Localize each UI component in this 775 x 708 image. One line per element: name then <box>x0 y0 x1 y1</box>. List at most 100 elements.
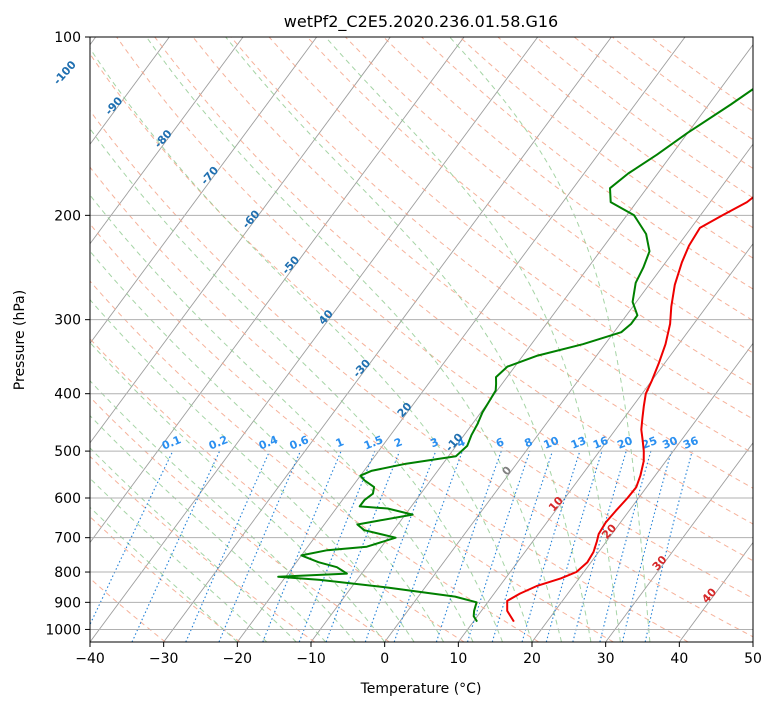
dry-adiabat-line <box>90 516 241 642</box>
x-tick-label: −30 <box>149 651 179 667</box>
mixing-ratio-line <box>621 450 672 642</box>
moist-adiabat-line <box>90 341 386 642</box>
dry-adiabat-line <box>90 338 465 642</box>
mixing-ratio-line <box>364 450 437 642</box>
mixing-ratio-label: 0.2 <box>207 433 230 452</box>
isotherm-line <box>90 37 465 544</box>
mixing-ratio-label: 13 <box>569 434 588 452</box>
moist-adiabat-line <box>90 127 503 642</box>
dry-adiabat-line <box>192 37 753 489</box>
mixing-ratio-label: 1 <box>334 435 346 450</box>
y-tick-label: 900 <box>54 595 81 611</box>
mixing-ratio-label: 6 <box>494 435 506 450</box>
y-tick-label: 700 <box>54 531 81 547</box>
dry-adiabat-line <box>116 37 753 562</box>
mixing-ratio-line <box>545 450 603 642</box>
mixing-ratio-label: 36 <box>681 434 700 452</box>
isotherm-line <box>90 37 244 245</box>
dry-adiabat-label: -70 <box>198 164 221 188</box>
isotherm-line <box>605 442 753 642</box>
dry-adiabat-label: 10 <box>546 494 566 514</box>
moist-adiabat-line <box>325 37 621 642</box>
dry-adiabat-label: -90 <box>102 94 125 118</box>
mixing-ratio-label: 10 <box>542 434 561 452</box>
dry-adiabat-label: -50 <box>279 253 302 277</box>
isotherm-line <box>90 37 539 642</box>
dry-adiabat-line <box>90 53 753 599</box>
x-tick-label: −20 <box>223 651 253 667</box>
mixing-ratio-line <box>393 450 463 642</box>
mixing-ratio-line <box>491 450 554 642</box>
isotherm-line <box>752 641 753 642</box>
dry-adiabat-label: -30 <box>350 356 373 380</box>
isotherm-line <box>236 37 686 642</box>
dry-adiabat-label: -80 <box>152 127 175 151</box>
isotherm-line <box>384 143 753 642</box>
mixing-ratio-label: 3 <box>429 435 441 450</box>
mixing-ratio-label: 0.1 <box>160 433 183 452</box>
dry-adiabat-line <box>90 109 753 638</box>
dry-adiabat-line <box>306 37 753 387</box>
mixing-ratio-line <box>218 450 302 642</box>
dry-adiabat-line <box>230 37 753 454</box>
background-lines <box>90 37 753 642</box>
dry-adiabat-line <box>383 37 753 322</box>
plot-frame <box>89 36 754 643</box>
dry-adiabat-line <box>90 455 315 642</box>
moist-adiabat-line <box>90 194 474 642</box>
y-tick-label: 300 <box>54 313 81 329</box>
x-tick-label: 50 <box>744 651 762 667</box>
x-tick-label: −10 <box>296 651 326 667</box>
y-axis: 100 200 300 400 500 600 700 800 900 1000 <box>45 30 90 638</box>
mixing-ratio-line <box>572 450 627 642</box>
x-axis-label: Temperature (°C) <box>360 681 482 697</box>
mixing-ratio-label: 20 <box>615 434 634 452</box>
mixing-ratio-label: 8 <box>523 435 535 450</box>
mixing-ratio-label: 16 <box>591 434 610 452</box>
chart-title: wetPf2_C2E5.2020.236.01.58.G16 <box>284 12 558 32</box>
y-tick-label: 800 <box>54 565 81 581</box>
moist-adiabat-line <box>146 37 562 642</box>
mixing-ratio-line <box>521 450 581 642</box>
mixing-ratio-label: 25 <box>640 434 659 452</box>
moist-adiabat-line <box>90 414 327 642</box>
dry-adiabat-line <box>573 37 753 170</box>
mixing-ratio-label: 2 <box>392 435 404 450</box>
dry-adiabat-label: 40 <box>316 307 336 327</box>
mixing-ratio-line <box>325 450 401 642</box>
dry-adiabat-label: -60 <box>240 207 263 231</box>
dry-adiabat-line <box>90 577 166 642</box>
isotherm-line <box>163 37 612 642</box>
dry-adiabat-line <box>497 37 753 229</box>
moist-adiabat-line <box>90 47 533 642</box>
dry-adiabat-label: -100 <box>51 58 79 87</box>
dry-adiabat-line <box>90 396 390 642</box>
mixing-ratio-label: 0.4 <box>257 433 280 452</box>
x-tick-label: 40 <box>670 651 688 667</box>
x-tick-label: 10 <box>449 651 467 667</box>
y-tick-label: 600 <box>54 491 81 507</box>
isotherm-line <box>531 342 753 642</box>
moist-adiabat-line <box>90 299 415 642</box>
dewpoint-profile-line <box>277 87 753 623</box>
dry-adiabat-line <box>154 37 753 525</box>
dry-adiabat-line <box>90 280 540 642</box>
mixing-ratio-line <box>131 450 221 642</box>
mixing-ratio-label: 30 <box>661 434 680 452</box>
isotherm-line <box>310 43 753 642</box>
y-axis-label: Pressure (hPa) <box>12 290 28 390</box>
mixing-ratio-line <box>298 450 376 642</box>
moist-adiabat-line <box>90 250 445 642</box>
mixing-ratio-label: 1.5 <box>362 433 385 452</box>
x-tick-label: −40 <box>75 651 105 667</box>
moist-adiabat-line <box>90 506 238 642</box>
dry-adiabat-label: 20 <box>395 400 415 420</box>
moist-adiabat-line <box>90 380 356 642</box>
dry-adiabat-line <box>90 223 614 642</box>
isotherm-line <box>90 37 170 146</box>
x-tick-label: 0 <box>380 651 389 667</box>
mixing-ratio-line <box>599 450 652 642</box>
moist-adiabat-line <box>449 37 651 642</box>
dry-adiabat-label: 0 <box>500 463 515 478</box>
